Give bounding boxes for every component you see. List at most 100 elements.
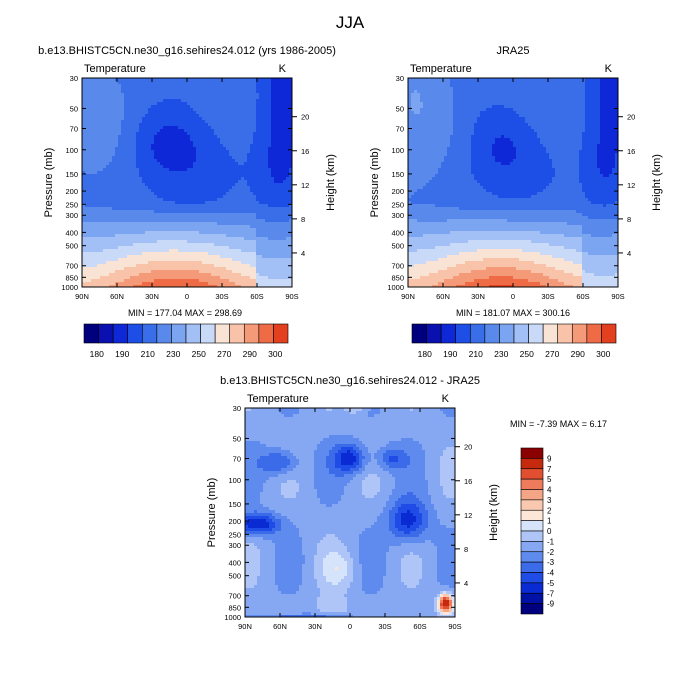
heatmap-cell — [615, 201, 618, 205]
heatmap-cell — [365, 477, 380, 481]
heatmap-cell — [271, 87, 292, 91]
heatmap-cell — [245, 495, 260, 499]
heatmap-cell — [603, 204, 606, 208]
y-tick-label: 1000 — [61, 283, 78, 292]
heatmap-cell — [350, 555, 359, 559]
heatmap-cell — [272, 519, 281, 523]
heatmap-cell — [434, 597, 437, 601]
colorbar-label: 300 — [596, 349, 610, 359]
y-tick-label: 100 — [228, 476, 241, 485]
heatmap-cell — [121, 129, 139, 133]
heatmap-cell — [452, 597, 455, 601]
heatmap-cell — [389, 498, 398, 502]
heatmap-cell — [335, 567, 338, 571]
heatmap-cell — [302, 540, 320, 544]
heatmap-cell — [437, 546, 455, 550]
heatmap-cell — [281, 492, 296, 496]
heatmap-cell — [256, 129, 271, 133]
heatmap-cell — [437, 564, 455, 568]
heatmap-cell — [326, 465, 335, 469]
heatmap-cell — [600, 78, 618, 82]
heatmap-cell — [202, 261, 241, 265]
y-tick-label: 850 — [65, 273, 78, 282]
heatmap-cell — [271, 90, 292, 94]
heatmap-cell — [257, 546, 275, 550]
heatmap-cell — [245, 477, 269, 481]
heatmap-cell — [585, 123, 600, 127]
heatmap-cell — [411, 195, 498, 199]
heatmap-cell — [362, 588, 380, 592]
heatmap-cell — [293, 468, 314, 472]
heatmap-cell — [425, 540, 431, 544]
heatmap-cell — [437, 573, 455, 577]
heatmap-cell — [82, 135, 118, 139]
heatmap-cell — [600, 81, 618, 85]
heatmap-cell — [362, 408, 371, 412]
heatmap-cell — [238, 162, 244, 166]
heatmap-cell — [422, 561, 437, 565]
heatmap-cell — [245, 444, 266, 448]
heatmap-cell — [151, 147, 196, 151]
heatmap-cell — [585, 108, 600, 112]
heatmap-cell — [347, 573, 353, 577]
heatmap-cell — [474, 279, 528, 283]
heatmap-cell — [82, 234, 115, 238]
heatmap-cell — [229, 246, 256, 250]
heatmap-cell — [546, 150, 579, 154]
heatmap-cell — [299, 528, 365, 532]
heatmap-cell — [579, 168, 600, 172]
heatmap-cell — [386, 444, 422, 448]
heatmap-cell — [121, 84, 256, 88]
colorbar-box — [520, 499, 544, 511]
heatmap-cell — [444, 159, 471, 163]
x-tick-label: 60S — [250, 292, 263, 301]
heatmap-cell — [356, 411, 368, 415]
heatmap-cell — [257, 465, 287, 469]
heatmap-cell — [582, 138, 600, 142]
heatmap-cell — [82, 180, 142, 184]
y-tick-label: 400 — [65, 228, 78, 237]
heatmap-cell — [338, 582, 350, 586]
heatmap-cell — [525, 117, 585, 121]
heatmap-cell — [317, 444, 335, 448]
heatmap-cell — [404, 582, 419, 586]
variable-label: Temperature — [84, 63, 146, 75]
heatmap-cell — [299, 459, 314, 463]
heatmap-cell — [268, 165, 292, 169]
y-tick-label: 400 — [391, 228, 404, 237]
heatmap-cell — [380, 513, 389, 517]
heatmap-cell — [585, 126, 600, 130]
heatmap-cell — [420, 276, 453, 280]
heatmap-cell — [486, 267, 516, 271]
heatmap-cell — [411, 102, 423, 106]
heatmap-cell — [492, 105, 504, 109]
heatmap-cell — [549, 183, 582, 187]
heatmap-cell — [438, 270, 471, 274]
heatmap-cell — [235, 183, 247, 187]
heatmap-cell — [552, 255, 582, 259]
heatmap-cell — [440, 609, 443, 613]
heatmap-cell — [576, 249, 582, 253]
heatmap-cell — [271, 123, 292, 127]
heatmap-cell — [504, 105, 585, 109]
heatmap-cell — [440, 456, 455, 460]
heatmap-cell — [256, 267, 292, 271]
heatmap-cell — [411, 108, 420, 112]
heatmap-cell — [214, 132, 253, 136]
heatmap-cell — [582, 285, 618, 288]
heatmap-cell — [254, 585, 278, 589]
heatmap-cell — [118, 138, 136, 142]
heatmap-cell — [256, 243, 292, 247]
heatmap-cell — [582, 246, 618, 250]
heatmap-cell — [446, 591, 452, 595]
heatmap-cell — [332, 408, 344, 412]
heatmap-cell — [474, 132, 537, 136]
heatmap-cell — [329, 468, 341, 472]
heatmap-cell — [449, 603, 452, 607]
heatmap-cell — [317, 549, 347, 553]
heatmap-cell — [408, 132, 453, 136]
colorbar-box — [520, 582, 544, 594]
heatmap-cell — [579, 177, 618, 181]
colorbar-box — [484, 323, 500, 344]
heatmap-cell — [220, 141, 253, 145]
